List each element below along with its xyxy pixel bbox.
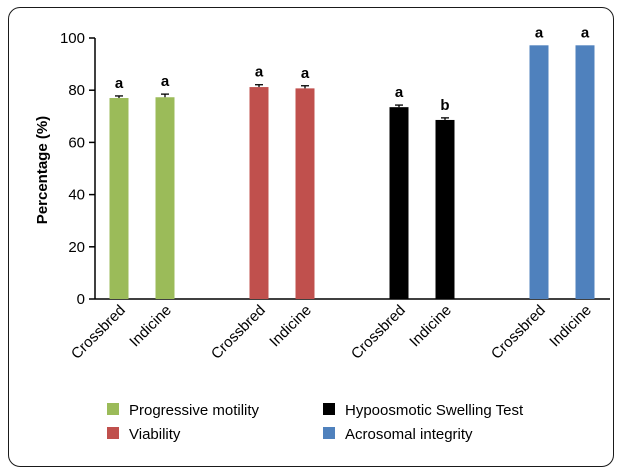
legend-swatch [323, 403, 335, 415]
legend-swatch [107, 427, 119, 439]
category-label: Indicine [546, 302, 595, 351]
bar [389, 107, 409, 299]
bars: a a a a a b a a [109, 24, 595, 300]
y-tick-label: 20 [68, 239, 85, 256]
category-label: Crossbred [68, 302, 129, 363]
bar [575, 45, 595, 299]
significance-letter: a [395, 84, 404, 101]
significance-letter: a [115, 75, 124, 92]
bar [295, 88, 315, 299]
category-label: Crossbred [488, 302, 549, 363]
category-label: Crossbred [348, 302, 409, 363]
bar [155, 97, 175, 299]
legend: Progressive motility Hypoosmotic Swelling… [107, 402, 524, 443]
category-label: Crossbred [208, 302, 269, 363]
bar [435, 119, 455, 299]
axes: 0 20 40 60 80 100 [60, 30, 610, 308]
y-tick-label: 60 [68, 134, 85, 151]
legend-label: Viability [129, 426, 181, 443]
category-label: Indicine [266, 302, 315, 351]
y-tick-label: 80 [68, 82, 85, 99]
significance-letter: a [301, 65, 310, 82]
legend-swatch [107, 403, 119, 415]
bar [529, 45, 549, 299]
significance-letter: a [255, 64, 264, 81]
significance-letter: b [440, 97, 449, 114]
category-label: Indicine [406, 302, 455, 351]
legend-label: Progressive motility [129, 402, 260, 419]
significance-letter: a [535, 24, 544, 41]
y-tick-label: 100 [60, 30, 85, 47]
significance-letter: a [581, 24, 590, 41]
bar [249, 87, 269, 300]
legend-label: Hypoosmotic Swelling Test [345, 402, 524, 419]
category-label: Indicine [126, 302, 175, 351]
legend-label: Acrosomal integrity [345, 426, 473, 443]
bar [109, 98, 129, 299]
y-axis-label: Percentage (%) [34, 116, 51, 224]
legend-swatch [323, 427, 335, 439]
significance-letter: a [161, 73, 170, 90]
y-tick-label: 0 [77, 291, 85, 308]
y-tick-label: 40 [68, 187, 85, 204]
